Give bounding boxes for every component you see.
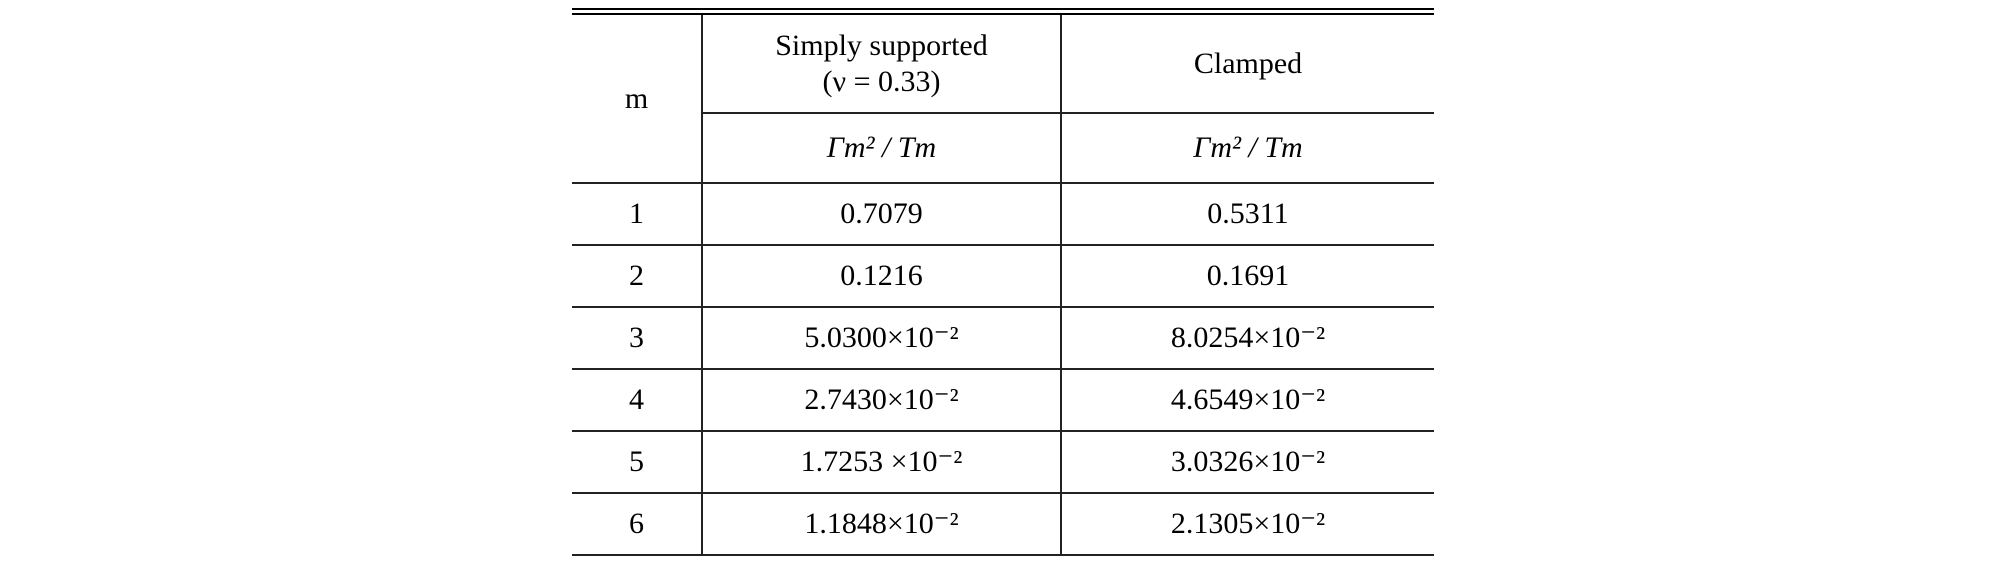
cell-simply: 0.7079 xyxy=(701,182,1062,246)
header-simply-supported: Simply supported (ν = 0.33) xyxy=(701,15,1062,114)
table-row: 6 1.1848×10⁻² 2.1305×10⁻² xyxy=(572,492,1434,556)
cell-m: 4 xyxy=(572,368,703,432)
table-row: 5 1.7253 ×10⁻² 3.0326×10⁻² xyxy=(572,430,1434,494)
cell-simply: 2.7430×10⁻² xyxy=(701,368,1062,432)
quantity-simply-label: Γm² / Tm xyxy=(826,131,937,164)
cell-simply: 0.1216 xyxy=(701,244,1062,308)
table-row: 2 0.1216 0.1691 xyxy=(572,244,1434,308)
cell-m: 6 xyxy=(572,492,703,556)
top-rule-inner xyxy=(572,13,1434,15)
cell-clamped: 4.6549×10⁻² xyxy=(1060,368,1434,432)
cell-simply: 5.0300×10⁻² xyxy=(701,306,1062,370)
cell-clamped: 3.0326×10⁻² xyxy=(1060,430,1434,494)
header-clamped: Clamped xyxy=(1060,15,1434,114)
top-rule xyxy=(572,8,1434,10)
header-nu-condition: (ν = 0.33) xyxy=(822,64,941,98)
cell-clamped: 8.0254×10⁻² xyxy=(1060,306,1434,370)
header-quantity-clamped: Γm² / Tm xyxy=(1060,112,1434,184)
header-quantity-simply: Γm² / Tm xyxy=(701,112,1062,184)
cell-clamped: 0.5311 xyxy=(1060,182,1434,246)
cell-m: 1 xyxy=(572,182,703,246)
cell-m: 2 xyxy=(572,244,703,308)
quantity-clamped-label: Γm² / Tm xyxy=(1193,131,1303,164)
cell-m: 3 xyxy=(572,306,703,370)
cell-clamped: 2.1305×10⁻² xyxy=(1060,492,1434,556)
header-simply-label: Simply supported xyxy=(775,28,988,62)
cell-simply: 1.7253 ×10⁻² xyxy=(701,430,1062,494)
header-m: m xyxy=(572,15,703,184)
table-row: 1 0.7079 0.5311 xyxy=(572,182,1434,246)
cell-simply: 1.1848×10⁻² xyxy=(701,492,1062,556)
cell-m: 5 xyxy=(572,430,703,494)
cell-clamped: 0.1691 xyxy=(1060,244,1434,308)
table-row: 3 5.0300×10⁻² 8.0254×10⁻² xyxy=(572,306,1434,370)
table-row: 4 2.7430×10⁻² 4.6549×10⁻² xyxy=(572,368,1434,432)
